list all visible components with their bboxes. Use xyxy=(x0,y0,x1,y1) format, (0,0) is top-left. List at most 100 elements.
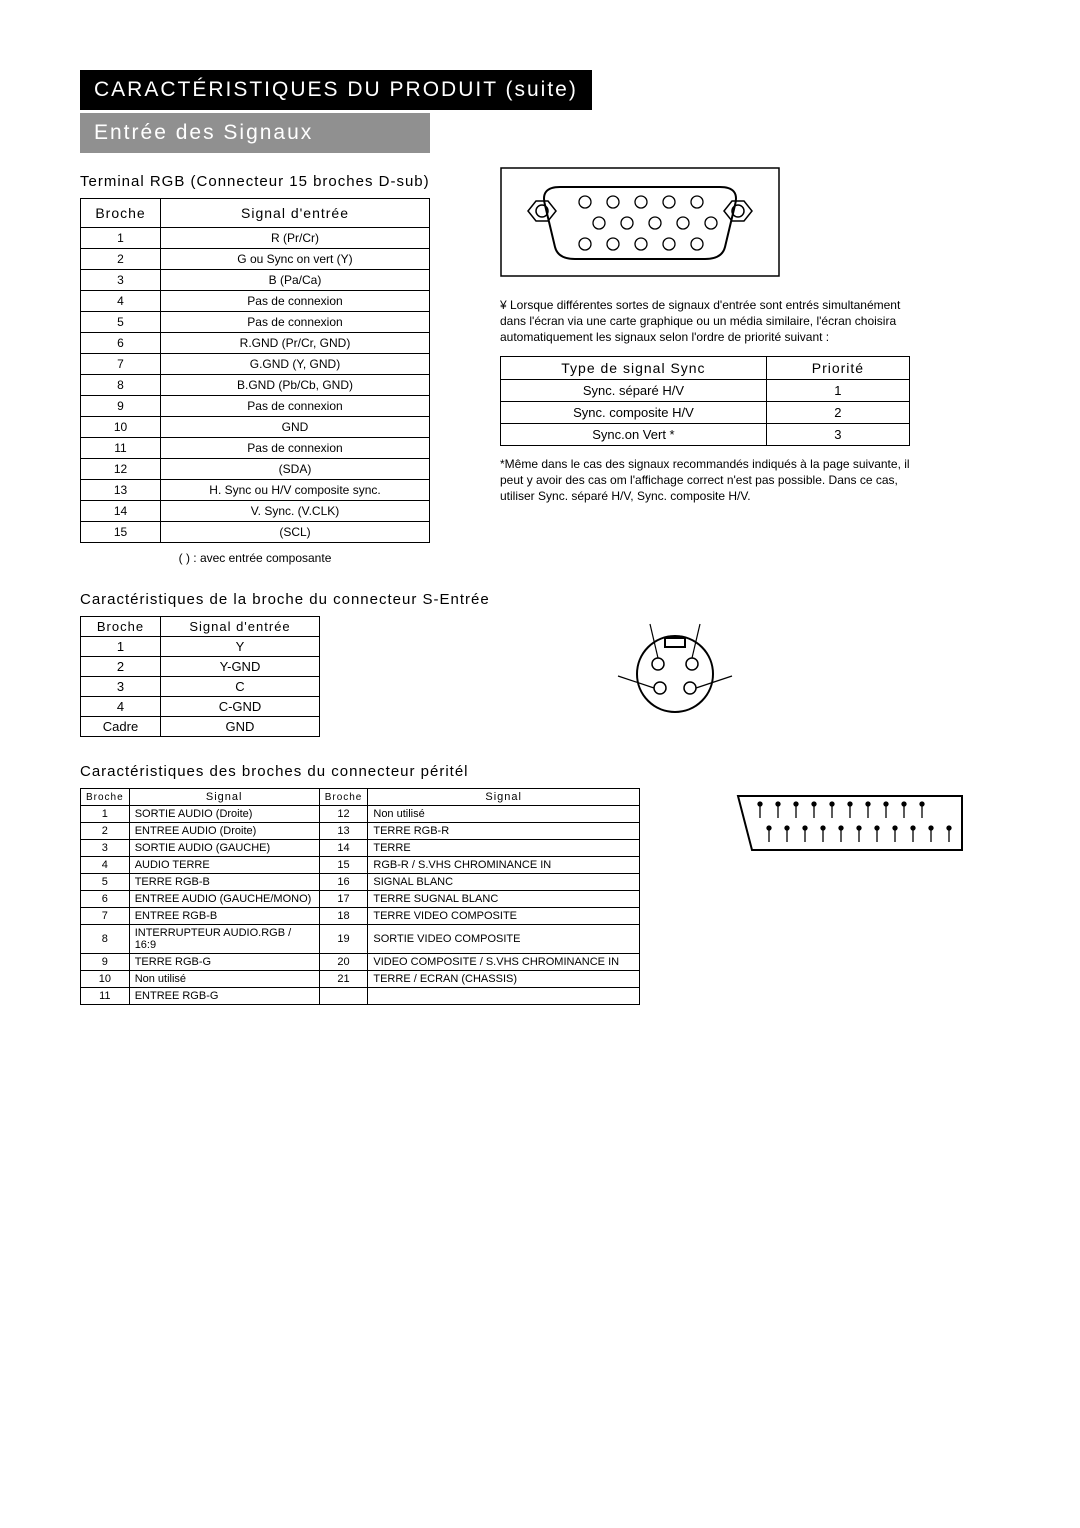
rgb-pin: 13 xyxy=(81,480,161,501)
rgb-signal: V. Sync. (V.CLK) xyxy=(161,501,430,522)
rgb-footnote: ( ) : avec entrée composante xyxy=(80,551,430,565)
table-row: 4Pas de connexion xyxy=(81,291,430,312)
table-row: 6ENTREE AUDIO (GAUCHE/MONO)17TERRE SUGNA… xyxy=(81,891,640,908)
rgb-pin: 14 xyxy=(81,501,161,522)
svideo-diagram xyxy=(610,616,740,726)
table-row: 11ENTREE RGB-G xyxy=(81,988,640,1005)
per-sig: SORTIE AUDIO (GAUCHE) xyxy=(129,840,319,857)
sv-pin: 2 xyxy=(81,657,161,677)
per-pin: 10 xyxy=(81,971,130,988)
per-pin: 7 xyxy=(81,908,130,925)
rgb-pin: 11 xyxy=(81,438,161,459)
table-row: 2Y-GND xyxy=(81,657,320,677)
per-pin: 6 xyxy=(81,891,130,908)
table-row: 6R.GND (Pr/Cr, GND) xyxy=(81,333,430,354)
table-row: 15(SCL) xyxy=(81,522,430,543)
rgb-pin: 6 xyxy=(81,333,161,354)
rgb-pin: 15 xyxy=(81,522,161,543)
per-sig: SIGNAL BLANC xyxy=(368,874,640,891)
per-sig: SORTIE AUDIO (Droite) xyxy=(129,806,319,823)
rgb-signal: GND xyxy=(161,417,430,438)
per-sig: TERRE SUGNAL BLANC xyxy=(368,891,640,908)
rgb-signal: R.GND (Pr/Cr, GND) xyxy=(161,333,430,354)
rgb-signal: Pas de connexion xyxy=(161,438,430,459)
per-pin: 13 xyxy=(319,823,368,840)
rgb-pin: 5 xyxy=(81,312,161,333)
table-row: 3SORTIE AUDIO (GAUCHE)14TERRE xyxy=(81,840,640,857)
per-pin: 21 xyxy=(319,971,368,988)
per-sig: SORTIE VIDEO COMPOSITE xyxy=(368,925,640,954)
page-title-bar: CARACTÉRISTIQUES DU PRODUIT (suite) xyxy=(80,70,592,110)
sync-th-type: Type de signal Sync xyxy=(501,356,767,379)
sync-priority: 2 xyxy=(766,401,909,423)
table-row: CadreGND xyxy=(81,717,320,737)
peritel-th-pin1: Broche xyxy=(81,789,130,806)
table-row: 11Pas de connexion xyxy=(81,438,430,459)
sv-signal: C-GND xyxy=(161,697,320,717)
per-sig: TERRE RGB-R xyxy=(368,823,640,840)
table-row: Sync. composite H/V2 xyxy=(501,401,910,423)
rgb-pin: 8 xyxy=(81,375,161,396)
table-row: 14V. Sync. (V.CLK) xyxy=(81,501,430,522)
per-pin: 11 xyxy=(81,988,130,1005)
per-sig: VIDEO COMPOSITE / S.VHS CHROMINANCE IN xyxy=(368,954,640,971)
rgb-pin: 7 xyxy=(81,354,161,375)
per-pin xyxy=(319,988,368,1005)
rgb-signal: B.GND (Pb/Cb, GND) xyxy=(161,375,430,396)
rgb-th-signal: Signal d'entrée xyxy=(161,199,430,228)
rgb-th-pin: Broche xyxy=(81,199,161,228)
sync-priority: 1 xyxy=(766,379,909,401)
table-row: 3C xyxy=(81,677,320,697)
per-pin: 5 xyxy=(81,874,130,891)
table-row: 1Y xyxy=(81,637,320,657)
per-pin: 2 xyxy=(81,823,130,840)
rgb-signal: R (Pr/Cr) xyxy=(161,228,430,249)
rgb-signal: H. Sync ou H/V composite sync. xyxy=(161,480,430,501)
sync-type: Sync. composite H/V xyxy=(501,401,767,423)
peritel-th-sig2: Signal xyxy=(368,789,640,806)
dsub-diagram xyxy=(500,167,910,277)
peritel-heading: Caractéristiques des broches du connecte… xyxy=(80,763,1000,780)
peritel-th-sig1: Signal xyxy=(129,789,319,806)
sync-type: Sync.on Vert * xyxy=(501,423,767,445)
per-pin: 9 xyxy=(81,954,130,971)
per-sig: TERRE RGB-G xyxy=(129,954,319,971)
rgb-signal: G ou Sync on vert (Y) xyxy=(161,249,430,270)
table-row: 3B (Pa/Ca) xyxy=(81,270,430,291)
table-row: 4AUDIO TERRE15RGB-R / S.VHS CHROMINANCE … xyxy=(81,857,640,874)
sv-pin: 3 xyxy=(81,677,161,697)
table-row: 7G.GND (Y, GND) xyxy=(81,354,430,375)
rgb-pin: 3 xyxy=(81,270,161,291)
per-sig: AUDIO TERRE xyxy=(129,857,319,874)
per-pin: 17 xyxy=(319,891,368,908)
per-sig: Non utilisé xyxy=(368,806,640,823)
per-sig: ENTREE RGB-G xyxy=(129,988,319,1005)
table-row: 10Non utilisé21TERRE / ECRAN (CHASSIS) xyxy=(81,971,640,988)
table-row: 8B.GND (Pb/Cb, GND) xyxy=(81,375,430,396)
svideo-th-signal: Signal d'entrée xyxy=(161,617,320,637)
rgb-signal: (SDA) xyxy=(161,459,430,480)
svideo-th-pin: Broche xyxy=(81,617,161,637)
per-sig: TERRE VIDEO COMPOSITE xyxy=(368,908,640,925)
rgb-signal: Pas de connexion xyxy=(161,291,430,312)
table-row: 13H. Sync ou H/V composite sync. xyxy=(81,480,430,501)
sv-pin: 4 xyxy=(81,697,161,717)
scart-diagram xyxy=(730,788,970,858)
per-sig: INTERRUPTEUR AUDIO.RGB / 16:9 xyxy=(129,925,319,954)
rgb-heading: Terminal RGB (Connecteur 15 broches D-su… xyxy=(80,173,430,190)
per-sig: ENTREE RGB-B xyxy=(129,908,319,925)
table-row: 9TERRE RGB-G20VIDEO COMPOSITE / S.VHS CH… xyxy=(81,954,640,971)
sv-pin: 1 xyxy=(81,637,161,657)
rgb-signal: Pas de connexion xyxy=(161,312,430,333)
per-sig: TERRE RGB-B xyxy=(129,874,319,891)
rgb-pin: 2 xyxy=(81,249,161,270)
sync-note-1: ¥ Lorsque différentes sortes de signaux … xyxy=(500,297,910,346)
per-sig: ENTREE AUDIO (GAUCHE/MONO) xyxy=(129,891,319,908)
sv-pin: Cadre xyxy=(81,717,161,737)
rgb-pin: 12 xyxy=(81,459,161,480)
table-row: Sync.on Vert *3 xyxy=(501,423,910,445)
svideo-table: Broche Signal d'entrée 1Y2Y-GND3C4C-GNDC… xyxy=(80,616,320,737)
sync-note-2: *Même dans le cas des signaux recommandé… xyxy=(500,456,910,505)
table-row: 4C-GND xyxy=(81,697,320,717)
table-row: 10GND xyxy=(81,417,430,438)
